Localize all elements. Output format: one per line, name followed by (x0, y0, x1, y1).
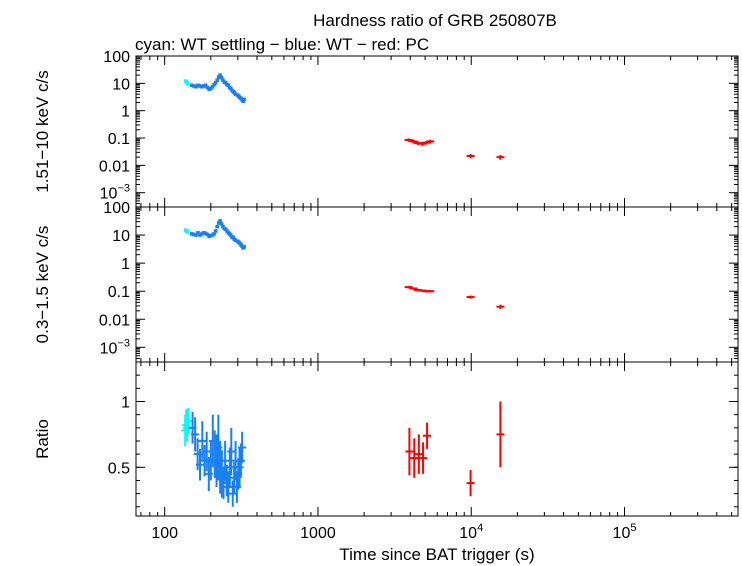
data-point (200, 84, 204, 89)
y-tick-label: 100 (103, 200, 130, 217)
data-point (198, 84, 202, 88)
data-point (212, 232, 216, 236)
panels: 100 10 1 0.1 0.01 10−3 1.51−10 keV c/s 100 10 1 0.… (33, 49, 739, 517)
data-point (221, 224, 225, 229)
y-tick-label: 0.1 (108, 131, 130, 148)
data-point (200, 232, 204, 236)
series-wt (189, 73, 246, 104)
y-tick-label: 1 (121, 256, 130, 273)
data-point (228, 233, 233, 237)
data-point (218, 73, 222, 77)
x-axis-label: Time since BAT trigger (s) (339, 545, 534, 564)
data-point (226, 83, 231, 88)
y-tick-label-exponent: −3 (117, 183, 130, 195)
y-tick-label: 0.01 (99, 312, 130, 329)
x-tick-label: 104 (459, 522, 483, 542)
data-point (205, 232, 210, 237)
x-tick-label: 1000 (300, 525, 336, 542)
chart-subtitle: cyan: WT settling − blue: WT − red: PC (135, 35, 429, 54)
data-point (219, 222, 224, 226)
data-point (241, 99, 245, 104)
panel-ratio: 1 0.5 Ratio (33, 361, 739, 517)
data-point (196, 231, 200, 235)
data-point (192, 84, 196, 88)
y-tick-label: 0.1 (108, 284, 130, 301)
y-axis-label: 1.51−10 keV c/s (33, 70, 52, 192)
data-point (189, 83, 194, 88)
series-wt (189, 219, 246, 250)
data-point (215, 224, 219, 229)
data-point (215, 78, 219, 83)
y-tick-label: 1 (121, 394, 130, 411)
data-point (218, 219, 222, 223)
x-axis-ticks: 100 1000 104 105 (151, 522, 636, 542)
data-point (203, 83, 208, 88)
data-point (196, 83, 200, 88)
data-point (242, 97, 246, 102)
series-wt-settling (183, 79, 190, 86)
data-point (213, 80, 218, 85)
data-point (212, 82, 216, 87)
data-point (189, 232, 194, 236)
data-point (192, 232, 196, 237)
y-tick-label: 1 (121, 104, 130, 121)
x-tick-label-exponent: 5 (630, 522, 636, 534)
data-point (185, 230, 190, 234)
panel-soft: 100 10 1 0.1 0.01 10−3 0.3−1.5 keV c/s (33, 200, 739, 363)
data-point (213, 229, 218, 233)
data-point (198, 233, 202, 237)
data-point (223, 80, 228, 85)
data-point (233, 238, 238, 243)
data-point (225, 229, 229, 233)
data-point (194, 233, 198, 237)
y-axis-label: Ratio (33, 419, 52, 459)
data-point (202, 231, 206, 235)
data-point (210, 84, 215, 89)
series-pc (405, 401, 505, 497)
series-wt (188, 412, 247, 507)
x-tick-label-exponent: 4 (477, 522, 483, 534)
x-tick-label: 100 (151, 525, 178, 542)
y-tick-label: 0.01 (99, 158, 130, 175)
series-wt-settling (181, 408, 193, 447)
data-point (219, 75, 224, 80)
y-tick-label: 10 (112, 76, 130, 93)
panel-frame (135, 55, 739, 208)
y-tick-label: 10−3 (100, 337, 130, 357)
data-point (221, 78, 225, 83)
y-axis-label: 0.3−1.5 keV c/s (33, 226, 52, 344)
data-point (216, 75, 221, 79)
series-wt-settling (183, 228, 190, 234)
data-point (202, 84, 206, 88)
data-point (216, 221, 221, 225)
data-point (242, 245, 246, 249)
series-pc (404, 285, 505, 310)
chart-title: Hardness ratio of GRB 250807B (313, 11, 557, 30)
series-pc (404, 138, 505, 160)
data-point (194, 84, 198, 89)
y-tick-label: 10 (112, 228, 130, 245)
data-point (205, 85, 210, 90)
y-tick-label-exponent: −3 (117, 337, 130, 349)
data-point (228, 86, 233, 91)
y-tick-label: 0.5 (108, 460, 130, 477)
data-point (233, 92, 238, 97)
x-tick-label: 105 (613, 522, 637, 542)
y-tick-label: 100 (103, 49, 130, 66)
data-point (185, 81, 190, 86)
